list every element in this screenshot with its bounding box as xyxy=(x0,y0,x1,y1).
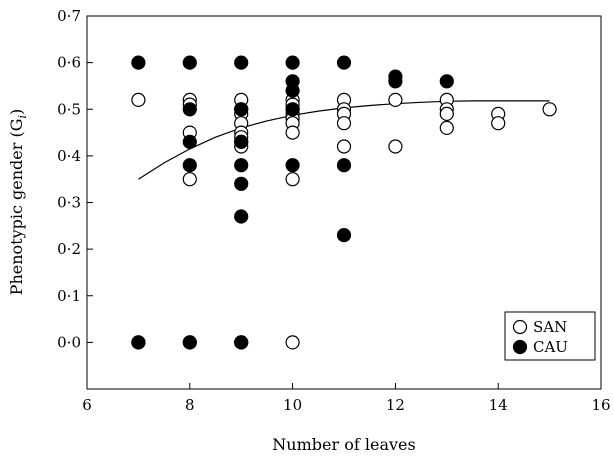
data-point-san xyxy=(285,335,300,350)
data-point-cau xyxy=(182,55,197,70)
y-axis-label-subscript: i xyxy=(16,115,29,119)
data-point-cau xyxy=(234,335,249,350)
data-point-cau xyxy=(234,158,249,173)
data-point-cau xyxy=(182,102,197,117)
data-point-cau xyxy=(131,335,146,350)
data-point-cau xyxy=(336,228,352,243)
data-point-cau xyxy=(182,134,197,149)
data-point-cau xyxy=(285,83,300,98)
data-point-san xyxy=(388,92,403,108)
data-point-san xyxy=(285,172,300,187)
data-points-layer xyxy=(131,55,557,350)
data-point-cau xyxy=(336,158,352,173)
x-tick-label: 12 xyxy=(386,396,405,414)
data-point-san xyxy=(336,116,352,131)
data-point-cau xyxy=(234,134,249,149)
data-point-san xyxy=(131,92,146,108)
y-tick-label: 0·5 xyxy=(57,100,81,118)
y-tick-label: 0·4 xyxy=(57,147,81,165)
axis-ticks xyxy=(86,15,602,389)
data-point-san xyxy=(182,172,197,187)
x-tick-label: 10 xyxy=(283,396,302,414)
y-tick-label: 0·1 xyxy=(57,287,81,305)
y-tick-label: 0·0 xyxy=(57,333,81,351)
data-point-cau xyxy=(285,55,300,70)
data-point-cau xyxy=(234,209,249,224)
data-point-cau xyxy=(285,158,300,173)
y-axis-label-end: ) xyxy=(7,109,26,115)
y-tick-label: 0·6 xyxy=(57,54,81,72)
legend-marker-san xyxy=(512,319,528,335)
data-point-cau xyxy=(131,55,146,70)
data-point-san xyxy=(439,120,454,136)
data-point-san xyxy=(285,125,300,140)
axis-tick-labels: 6 8 10 12 14 16 0·0 0·1 0·2 0·3 0·4 0·5 0·6 0·7 xyxy=(57,7,610,414)
data-point-cau xyxy=(336,55,352,70)
data-point-san xyxy=(491,116,506,131)
x-tick-label: 16 xyxy=(591,396,610,414)
legend-label-cau: CAU xyxy=(533,338,568,356)
y-tick-label: 0·3 xyxy=(57,194,81,212)
y-axis-label: Phenotypic gender (Gi) xyxy=(7,109,29,296)
data-point-san xyxy=(388,139,403,154)
data-point-cau xyxy=(182,335,197,350)
data-point-cau xyxy=(388,74,403,89)
data-point-cau xyxy=(285,102,300,117)
data-point-san xyxy=(439,106,454,122)
x-tick-label: 14 xyxy=(489,396,508,414)
data-point-cau xyxy=(182,158,197,173)
data-point-cau xyxy=(234,102,249,117)
legend: SAN CAU xyxy=(504,311,596,361)
legend-marker-cau xyxy=(512,339,528,355)
x-tick-label: 8 xyxy=(185,396,195,414)
y-tick-label: 0·2 xyxy=(57,240,81,258)
data-point-cau xyxy=(234,176,249,191)
y-tick-label: 0·7 xyxy=(57,7,81,25)
legend-label-san: SAN xyxy=(533,318,567,336)
x-tick-label: 6 xyxy=(82,396,92,414)
data-point-san xyxy=(542,102,557,117)
x-axis-label: Number of leaves xyxy=(272,435,415,454)
data-point-san xyxy=(336,139,352,154)
y-axis-label-main: Phenotypic gender (G xyxy=(7,118,26,295)
data-point-cau xyxy=(234,55,249,70)
data-point-cau xyxy=(439,74,454,89)
